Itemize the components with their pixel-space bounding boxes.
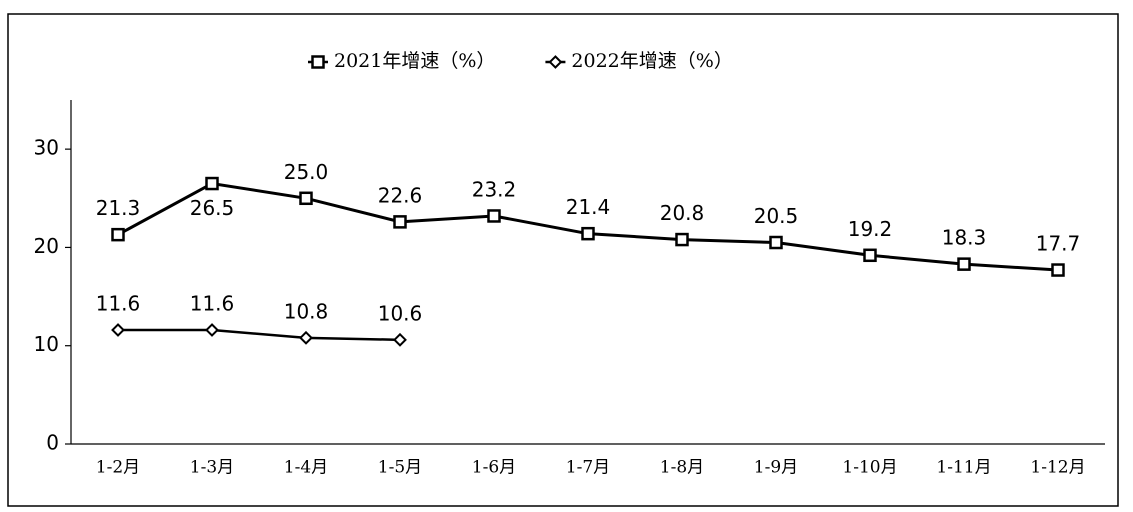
y-tick-label: 20 [34, 234, 59, 258]
data-label: 22.6 [378, 183, 423, 207]
point [769, 235, 783, 250]
point [205, 176, 219, 191]
x-tick-label: 1-8月 [660, 458, 704, 478]
y-tick-label: 10 [34, 332, 59, 356]
data-label: 19.2 [848, 217, 893, 241]
x-tick-label: 1-9月 [754, 458, 798, 478]
point [111, 323, 125, 337]
y-tick-label: 0 [46, 431, 59, 455]
x-tick-label: 1-12月 [1030, 458, 1085, 478]
x-tick-label: 1-6月 [472, 458, 516, 478]
data-label: 20.5 [754, 204, 799, 228]
point [548, 55, 563, 69]
data-label: 11.6 [190, 291, 235, 315]
data-label: 26.5 [190, 196, 235, 220]
series-line [118, 328, 401, 342]
x-tick-label: 1-7月 [566, 458, 610, 478]
data-label: 17.7 [1036, 232, 1081, 256]
data-label: 11.6 [96, 291, 141, 315]
data-label: 25.0 [284, 160, 329, 184]
x-tick-label: 1-4月 [284, 458, 328, 478]
y-tick-label: 30 [34, 136, 59, 160]
legend-label: 2021年增速（%） [334, 50, 495, 72]
frame [7, 13, 1119, 507]
point [487, 209, 501, 223]
x-tick-label: 1-2月 [96, 458, 140, 478]
point [299, 191, 313, 206]
point [311, 55, 325, 69]
data-label: 20.8 [660, 201, 705, 225]
legend-label: 2022年增速（%） [571, 50, 732, 72]
point [675, 232, 689, 247]
point [1051, 263, 1065, 277]
point [957, 257, 971, 271]
data-label: 10.8 [284, 299, 329, 323]
point [581, 226, 595, 241]
point [205, 323, 219, 337]
data-label: 21.3 [96, 196, 141, 220]
point [299, 330, 313, 345]
point [111, 227, 125, 242]
data-label: 21.4 [566, 195, 611, 219]
data-label: 18.3 [942, 226, 987, 250]
x-tick-label: 1-5月 [378, 458, 422, 478]
x-tick-label: 1-11月 [936, 458, 991, 478]
data-label: 23.2 [472, 177, 517, 201]
x-tick-label: 1-10月 [842, 458, 897, 478]
point [393, 332, 407, 347]
x-tick-label: 1-3月 [190, 458, 234, 478]
point [393, 215, 407, 229]
data-label: 10.6 [378, 301, 423, 325]
point [863, 248, 877, 263]
